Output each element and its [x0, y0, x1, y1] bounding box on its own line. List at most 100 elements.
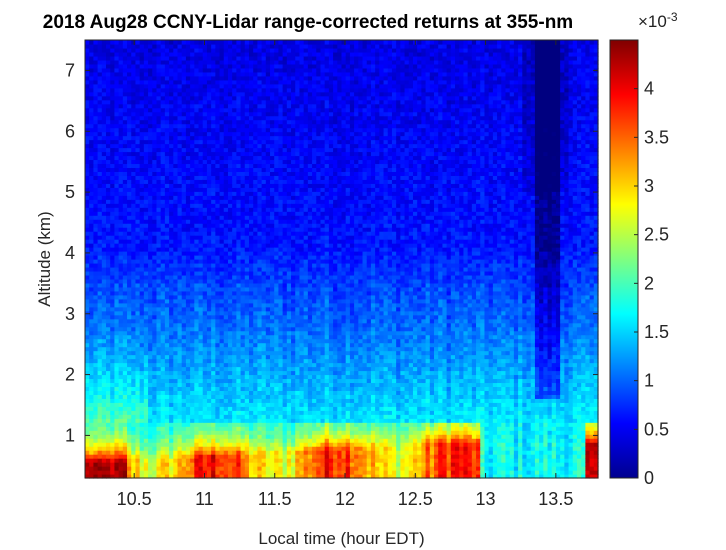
heatmap-cell: [265, 163, 271, 169]
heatmap-cell: [127, 426, 132, 431]
heatmap-cell: [114, 171, 120, 176]
heatmap-cell: [261, 215, 267, 220]
heatmap-cell: [198, 414, 204, 419]
heatmap-cell: [211, 322, 216, 328]
heatmap-cell: [206, 426, 212, 431]
heatmap-cell: [93, 83, 99, 89]
heatmap-cell: [211, 227, 216, 232]
heatmap-cell: [236, 195, 242, 200]
heatmap-cell: [177, 107, 183, 113]
heatmap-cell: [244, 43, 250, 49]
heatmap-cell: [143, 163, 149, 169]
heatmap-cell: [97, 294, 103, 300]
heatmap-cell: [164, 414, 170, 419]
heatmap-cell: [219, 95, 225, 101]
heatmap-cell: [181, 163, 187, 169]
heatmap-cell: [185, 223, 191, 228]
heatmap-cell: [101, 294, 107, 300]
heatmap-cell: [257, 59, 263, 65]
heatmap-cell: [265, 330, 271, 336]
heatmap-cell: [85, 350, 90, 356]
heatmap-cell: [185, 270, 191, 276]
heatmap-cell: [139, 99, 145, 105]
heatmap-cell: [181, 111, 187, 117]
heatmap-cell: [257, 40, 263, 45]
heatmap-cell: [89, 422, 94, 427]
heatmap-cell: [265, 414, 271, 419]
heatmap-cell: [240, 302, 246, 308]
heatmap-cell: [127, 215, 132, 220]
heatmap-cell: [89, 342, 94, 348]
heatmap-cell: [93, 342, 99, 348]
heatmap-cell: [227, 175, 233, 180]
heatmap-cell: [227, 43, 233, 49]
heatmap-cell: [135, 362, 141, 368]
heatmap-cell: [253, 47, 258, 53]
heatmap-cell: [139, 446, 145, 451]
heatmap-cell: [253, 95, 258, 101]
heatmap-cell: [215, 259, 221, 264]
heatmap-cell: [232, 382, 237, 388]
heatmap-cell: [122, 414, 128, 419]
heatmap-cell: [148, 306, 153, 312]
heatmap-cell: [265, 474, 271, 479]
heatmap-cell: [236, 274, 242, 280]
heatmap-cell: [164, 167, 170, 172]
heatmap-cell: [131, 402, 137, 407]
heatmap-cell: [223, 398, 229, 403]
heatmap-cell: [106, 274, 111, 280]
heatmap-cell: [236, 63, 242, 69]
heatmap-cell: [93, 446, 99, 451]
heatmap-cell: [169, 318, 174, 324]
heatmap-cell: [261, 454, 267, 459]
heatmap-cell: [227, 306, 233, 312]
heatmap-cell: [270, 151, 275, 157]
heatmap-cell: [232, 235, 237, 240]
heatmap-cell: [185, 155, 191, 161]
heatmap-cell: [135, 306, 141, 312]
heatmap-cell: [236, 410, 242, 415]
heatmap-cell: [185, 151, 191, 157]
heatmap-cell: [164, 103, 170, 109]
heatmap-cell: [253, 314, 258, 320]
heatmap-cell: [198, 306, 204, 312]
heatmap-cell: [127, 183, 132, 188]
heatmap-cell: [194, 410, 200, 415]
heatmap-cell: [227, 466, 233, 471]
heatmap-cell: [173, 119, 179, 125]
heatmap-cell: [185, 338, 191, 344]
heatmap-cell: [240, 191, 246, 196]
heatmap-cell: [202, 406, 208, 411]
heatmap-cell: [265, 223, 271, 228]
heatmap-cell: [169, 342, 174, 348]
heatmap-cell: [227, 107, 233, 113]
heatmap-cell: [194, 155, 200, 161]
heatmap-cell: [118, 302, 124, 308]
heatmap-cell: [127, 430, 132, 435]
heatmap-cell: [152, 235, 158, 240]
heatmap-cell: [101, 274, 107, 280]
heatmap-cell: [206, 67, 212, 73]
heatmap-cell: [270, 438, 275, 443]
heatmap-cell: [270, 318, 275, 324]
heatmap-cell: [97, 147, 103, 153]
heatmap-cell: [156, 179, 162, 184]
heatmap-cell: [185, 55, 191, 61]
heatmap-cell: [139, 147, 145, 153]
heatmap-cell: [106, 382, 111, 388]
heatmap-cell: [219, 378, 225, 384]
heatmap-cell: [198, 43, 204, 49]
heatmap-cell: [206, 123, 212, 129]
heatmap-cell: [261, 175, 267, 180]
heatmap-cell: [106, 334, 111, 340]
heatmap-cell: [185, 79, 191, 85]
heatmap-cell: [135, 223, 141, 228]
heatmap-cell: [194, 63, 200, 69]
heatmap-cell: [101, 211, 107, 216]
heatmap-cell: [122, 286, 128, 292]
heatmap-cell: [265, 342, 271, 348]
heatmap-cell: [248, 171, 254, 176]
heatmap-cell: [211, 454, 216, 459]
heatmap-cell: [156, 390, 162, 395]
heatmap-cell: [219, 418, 225, 423]
